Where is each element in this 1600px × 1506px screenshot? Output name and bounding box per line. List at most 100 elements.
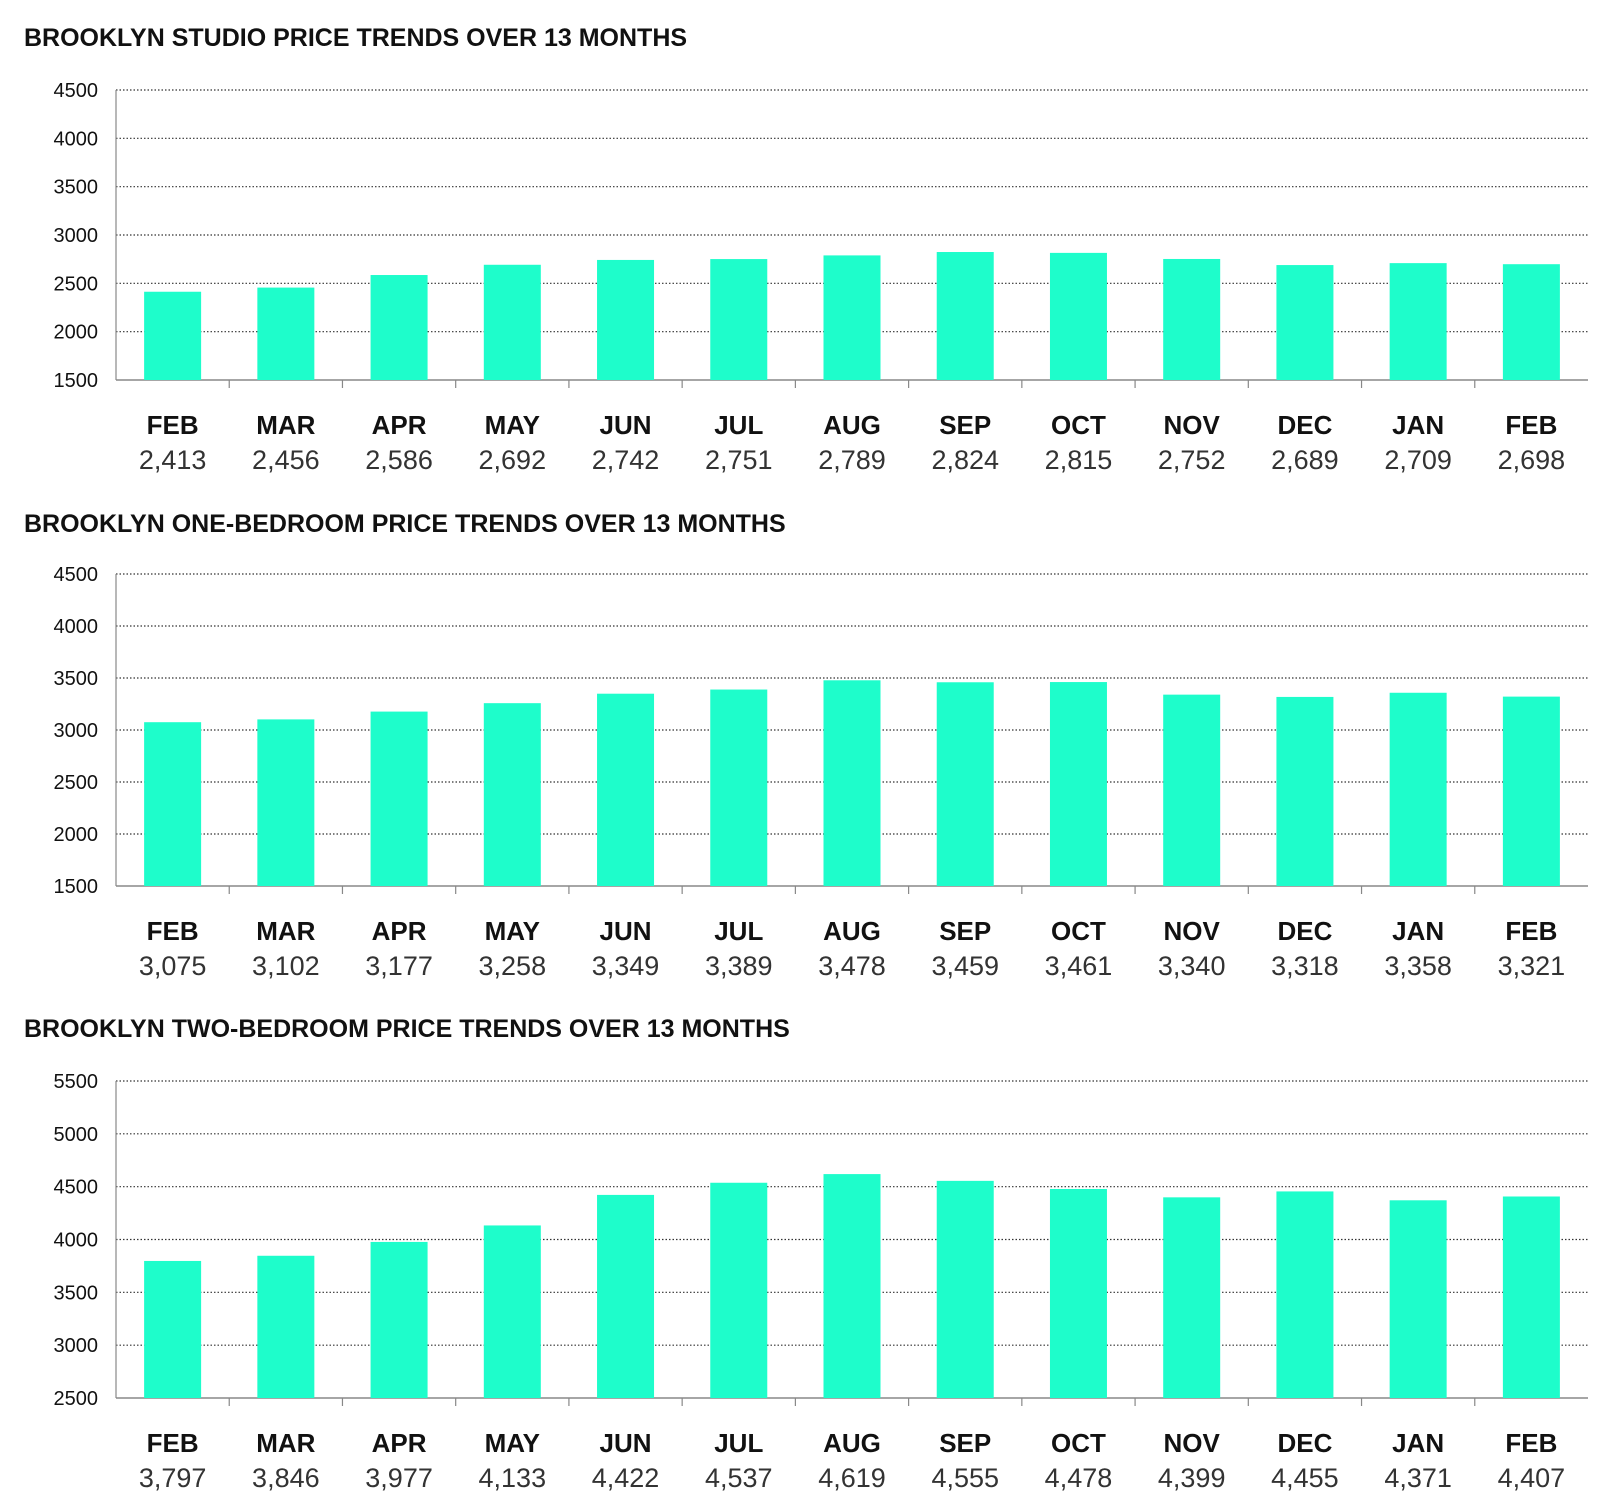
bar bbox=[1163, 258, 1221, 380]
data-label: 4,455 bbox=[1271, 1463, 1339, 1493]
data-label: 2,815 bbox=[1045, 445, 1113, 475]
x-category-label: AUG bbox=[823, 410, 881, 440]
bar bbox=[144, 722, 202, 886]
y-tick-label: 3000 bbox=[54, 720, 99, 742]
data-label: 2,456 bbox=[252, 445, 320, 475]
y-tick-label: 3500 bbox=[54, 668, 99, 690]
x-category-label: JAN bbox=[1392, 1428, 1444, 1458]
bar bbox=[370, 275, 428, 380]
data-label: 3,258 bbox=[479, 951, 547, 981]
x-category-label: FEB bbox=[147, 916, 199, 946]
data-label: 4,478 bbox=[1045, 1463, 1113, 1493]
data-label: 3,075 bbox=[139, 951, 207, 981]
bar bbox=[483, 703, 541, 886]
x-category-label: SEP bbox=[939, 410, 991, 440]
y-tick-label: 1500 bbox=[54, 370, 99, 392]
x-category-label: JAN bbox=[1392, 410, 1444, 440]
bar bbox=[1163, 694, 1221, 886]
bar bbox=[1502, 696, 1560, 886]
x-category-label: OCT bbox=[1051, 1428, 1106, 1458]
x-category-label: FEB bbox=[147, 1428, 199, 1458]
data-label: 2,689 bbox=[1271, 445, 1339, 475]
bar bbox=[1049, 1188, 1107, 1398]
y-tick-label: 4000 bbox=[54, 128, 99, 150]
bar bbox=[483, 264, 541, 380]
x-category-label: DEC bbox=[1277, 1428, 1332, 1458]
bar bbox=[257, 719, 315, 886]
data-label: 3,846 bbox=[252, 1463, 320, 1493]
y-tick-label: 3000 bbox=[54, 1335, 99, 1357]
data-label: 3,478 bbox=[818, 951, 886, 981]
x-category-label: JUN bbox=[600, 1428, 652, 1458]
data-label: 3,977 bbox=[365, 1463, 433, 1493]
x-category-label: MAR bbox=[256, 410, 315, 440]
data-label: 3,102 bbox=[252, 951, 320, 981]
data-label: 4,537 bbox=[705, 1463, 773, 1493]
bar bbox=[936, 1180, 994, 1398]
bar bbox=[483, 1225, 541, 1398]
x-category-label: SEP bbox=[939, 1428, 991, 1458]
x-category-label: OCT bbox=[1051, 410, 1106, 440]
x-category-label: JUL bbox=[714, 916, 763, 946]
bar bbox=[1502, 1196, 1560, 1398]
bar bbox=[823, 1174, 881, 1398]
x-category-label: DEC bbox=[1277, 410, 1332, 440]
data-label: 2,789 bbox=[818, 445, 886, 475]
y-tick-label: 2000 bbox=[54, 322, 99, 344]
x-category-label: JUL bbox=[714, 410, 763, 440]
data-label: 3,797 bbox=[139, 1463, 207, 1493]
bar bbox=[1389, 692, 1447, 886]
y-tick-label: 3500 bbox=[54, 177, 99, 199]
x-category-label: NOV bbox=[1164, 916, 1221, 946]
data-label: 3,358 bbox=[1384, 951, 1452, 981]
x-category-label: MAR bbox=[256, 916, 315, 946]
data-label: 4,555 bbox=[931, 1463, 999, 1493]
y-tick-label: 1500 bbox=[54, 876, 99, 898]
data-label: 3,321 bbox=[1498, 951, 1566, 981]
data-label: 2,742 bbox=[592, 445, 660, 475]
y-tick-label: 4000 bbox=[54, 1230, 99, 1252]
y-tick-label: 2500 bbox=[54, 273, 99, 295]
data-label: 2,751 bbox=[705, 445, 773, 475]
data-label: 3,318 bbox=[1271, 951, 1339, 981]
data-label: 3,389 bbox=[705, 951, 773, 981]
bar bbox=[1049, 682, 1107, 886]
chart-title: BROOKLYN TWO-BEDROOM PRICE TRENDS OVER 1… bbox=[24, 1015, 790, 1043]
bar bbox=[1049, 252, 1107, 380]
y-tick-label: 5000 bbox=[54, 1124, 99, 1146]
data-label: 4,619 bbox=[818, 1463, 886, 1493]
x-category-label: APR bbox=[372, 1428, 427, 1458]
y-tick-label: 4000 bbox=[54, 616, 99, 638]
bar bbox=[257, 287, 315, 380]
data-label: 4,407 bbox=[1498, 1463, 1566, 1493]
x-category-label: SEP bbox=[939, 916, 991, 946]
y-tick-label: 4500 bbox=[54, 564, 99, 586]
y-tick-label: 2000 bbox=[54, 824, 99, 846]
data-label: 2,698 bbox=[1498, 445, 1566, 475]
data-label: 2,586 bbox=[365, 445, 433, 475]
bar bbox=[710, 259, 768, 380]
x-category-label: DEC bbox=[1277, 916, 1332, 946]
bar bbox=[710, 689, 768, 886]
bar bbox=[710, 1182, 768, 1398]
x-category-label: APR bbox=[372, 916, 427, 946]
x-category-label: MAY bbox=[485, 1428, 540, 1458]
bar bbox=[597, 259, 655, 380]
bar bbox=[597, 693, 655, 886]
bar bbox=[1389, 263, 1447, 380]
x-category-label: JUL bbox=[714, 1428, 763, 1458]
x-category-label: NOV bbox=[1164, 1428, 1221, 1458]
data-label: 3,177 bbox=[365, 951, 433, 981]
x-category-label: FEB bbox=[1505, 916, 1557, 946]
bar bbox=[823, 255, 881, 380]
data-label: 3,340 bbox=[1158, 951, 1226, 981]
x-category-label: JUN bbox=[600, 410, 652, 440]
bar bbox=[370, 1241, 428, 1398]
data-label: 2,692 bbox=[479, 445, 547, 475]
x-category-label: JAN bbox=[1392, 916, 1444, 946]
y-tick-label: 5500 bbox=[54, 1071, 99, 1093]
bar bbox=[597, 1194, 655, 1398]
x-category-label: JUN bbox=[600, 916, 652, 946]
data-label: 2,709 bbox=[1384, 445, 1452, 475]
